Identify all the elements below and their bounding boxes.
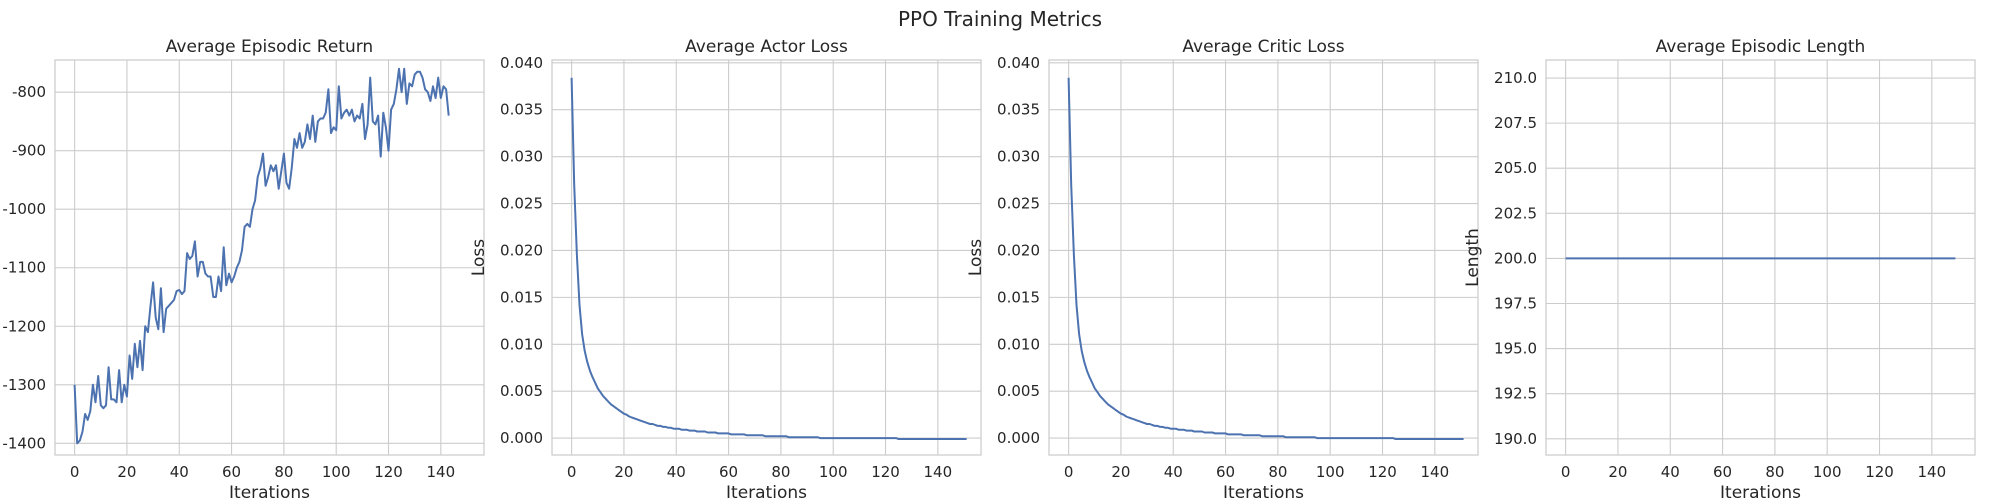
y-tick-label: 0.000 — [500, 429, 543, 447]
y-tick-label: 210.0 — [1494, 69, 1537, 87]
x-tick-label: 80 — [274, 463, 293, 481]
x-tick-label: 0 — [567, 463, 577, 481]
axes-frame — [1545, 59, 1976, 456]
x-tick-label: 60 — [1216, 463, 1235, 481]
y-tick-label: 0.025 — [997, 195, 1040, 213]
y-tick-label: 200.0 — [1494, 249, 1537, 267]
y-tick-label: 207.5 — [1494, 114, 1537, 132]
axes-frame — [54, 59, 485, 456]
x-tick-label: 20 — [1608, 463, 1627, 481]
y-tick-label: 0.005 — [997, 382, 1040, 400]
x-tick-label: 20 — [1111, 463, 1130, 481]
y-tick-label: 0.015 — [500, 288, 543, 306]
y-axis-label: Loss — [469, 239, 489, 276]
x-tick-label: 120 — [871, 463, 900, 481]
x-tick-label: 80 — [1765, 463, 1784, 481]
x-tick-label: 60 — [1713, 463, 1732, 481]
x-axis-label: Iterations — [229, 483, 310, 500]
y-tick-label: 0.020 — [500, 241, 543, 259]
y-tick-label: 197.5 — [1494, 294, 1537, 312]
x-tick-label: 0 — [1064, 463, 1074, 481]
y-tick-label: -1100 — [2, 259, 46, 277]
x-tick-label: 60 — [719, 463, 738, 481]
average-critic-loss-line — [1067, 77, 1464, 440]
average-actor-loss-panel: 0 20 40 60 80 100 120 140 0.000 0.005 0.010 0.015 0.… — [469, 37, 982, 500]
figure-title: PPO Training Metrics — [898, 7, 1102, 31]
y-tick-label: 0.040 — [500, 54, 543, 72]
x-tick-label: 140 — [1918, 463, 1947, 481]
panel-title: Average Critic Loss — [1182, 37, 1344, 57]
x-tick-label: 120 — [374, 463, 403, 481]
y-tick-label: 0.010 — [500, 335, 543, 353]
axes-frame — [551, 59, 982, 456]
axes-frame — [1048, 59, 1479, 456]
y-tick-label: 195.0 — [1494, 340, 1537, 358]
average-critic-loss-panel: 0 20 40 60 80 100 120 140 0.000 0.005 0.010 0.015 0.… — [966, 37, 1479, 500]
x-tick-label: 100 — [819, 463, 848, 481]
x-tick-label: 60 — [222, 463, 241, 481]
y-tick-label: 0.015 — [997, 288, 1040, 306]
y-axis-label: Length — [1463, 228, 1483, 287]
y-tick-label: 0.000 — [997, 429, 1040, 447]
average-actor-loss-line — [570, 77, 967, 440]
y-tick-label: 0.005 — [500, 382, 543, 400]
x-tick-label: 40 — [1164, 463, 1183, 481]
x-tick-label: 140 — [924, 463, 953, 481]
y-tick-label: -1400 — [2, 434, 46, 452]
y-tick-label: 0.025 — [500, 195, 543, 213]
y-tick-label: -1200 — [2, 317, 46, 335]
y-tick-label: -900 — [12, 142, 46, 160]
y-tick-label: 192.5 — [1494, 385, 1537, 403]
x-tick-label: 120 — [1865, 463, 1894, 481]
y-tick-label: 202.5 — [1494, 204, 1537, 222]
x-tick-label: 40 — [1661, 463, 1680, 481]
y-tick-label: 190.0 — [1494, 430, 1537, 448]
y-tick-label: 0.030 — [997, 148, 1040, 166]
y-tick-label: 205.0 — [1494, 159, 1537, 177]
average-episodic-return-panel: 0 20 40 60 80 100 120 140 -1400 -1300 -1200 -1100 -1… — [2, 37, 485, 500]
x-tick-label: 0 — [1561, 463, 1571, 481]
y-tick-label: 0.010 — [997, 335, 1040, 353]
x-axis-label: Iterations — [726, 483, 807, 500]
panel-title: Average Actor Loss — [685, 37, 848, 57]
x-tick-label: 0 — [70, 463, 80, 481]
x-tick-label: 140 — [427, 463, 456, 481]
y-tick-label: 0.035 — [500, 101, 543, 119]
y-tick-label: -1000 — [2, 200, 46, 218]
x-tick-label: 140 — [1421, 463, 1450, 481]
x-tick-label: 20 — [117, 463, 136, 481]
y-axis-label: Loss — [966, 239, 986, 276]
x-axis-label: Iterations — [1223, 483, 1304, 500]
y-tick-label: 0.035 — [997, 101, 1040, 119]
y-tick-label: -800 — [12, 83, 46, 101]
panel-title: Average Episodic Return — [166, 37, 373, 57]
x-tick-label: 40 — [667, 463, 686, 481]
x-axis-label: Iterations — [1720, 483, 1801, 500]
x-tick-label: 100 — [1813, 463, 1842, 481]
y-tick-label: 0.020 — [997, 241, 1040, 259]
y-tick-label: 0.030 — [500, 148, 543, 166]
x-tick-label: 80 — [1268, 463, 1287, 481]
x-tick-label: 20 — [614, 463, 633, 481]
y-tick-label: -1300 — [2, 376, 46, 394]
panel-title: Average Episodic Length — [1656, 37, 1866, 57]
x-tick-label: 100 — [322, 463, 351, 481]
average-episodic-length-panel: 0 20 40 60 80 100 120 140 190.0 192.5 195.0 197.5 20… — [1463, 37, 1976, 500]
x-tick-label: 100 — [1316, 463, 1345, 481]
x-tick-label: 40 — [170, 463, 189, 481]
average-episodic-return-line — [73, 67, 450, 445]
x-tick-label: 120 — [1368, 463, 1397, 481]
x-tick-label: 80 — [771, 463, 790, 481]
y-tick-label: 0.040 — [997, 54, 1040, 72]
